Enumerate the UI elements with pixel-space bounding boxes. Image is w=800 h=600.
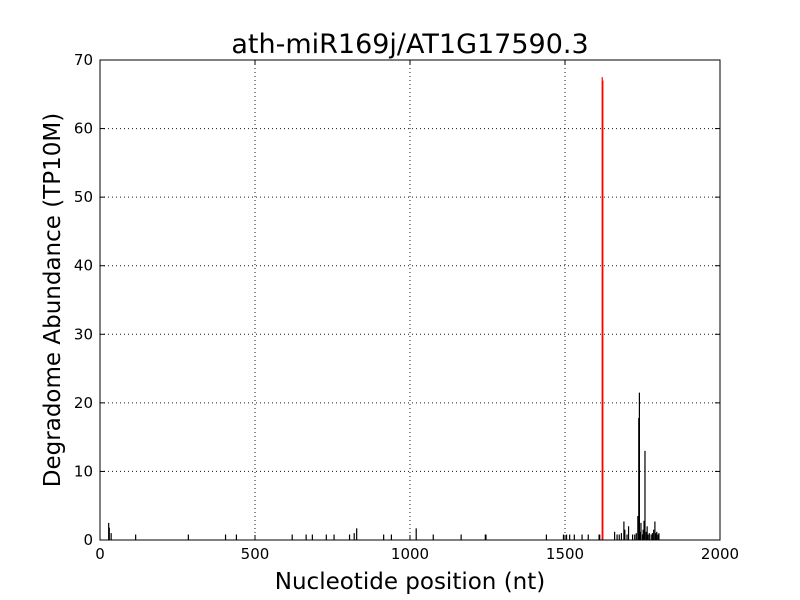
y-tick-label: 0 — [83, 531, 93, 549]
x-tick-label: 1500 — [546, 545, 584, 563]
y-tick-label: 60 — [74, 120, 93, 138]
bars — [108, 77, 660, 540]
y-tick-label: 10 — [74, 462, 93, 480]
y-tick-label: 40 — [74, 257, 93, 275]
y-tick-label: 20 — [74, 394, 93, 412]
ticks: 0 500 1000 1500 2000 0 10 20 30 40 50 60 70 — [74, 51, 739, 563]
y-axis-label: Degradome Abundance (TP10M) — [40, 113, 66, 487]
y-tick-label: 50 — [74, 188, 93, 206]
x-tick-label: 2000 — [701, 545, 739, 563]
y-tick-label: 30 — [74, 325, 93, 343]
grid — [100, 60, 720, 540]
x-tick-label: 1000 — [391, 545, 429, 563]
x-tick-label: 0 — [95, 545, 105, 563]
x-tick-label: 500 — [241, 545, 270, 563]
y-tick-label: 70 — [74, 51, 93, 69]
x-axis-label: Nucleotide position (nt) — [275, 569, 545, 595]
chart-title: ath-miR169j/AT1G17590.3 — [231, 29, 588, 60]
